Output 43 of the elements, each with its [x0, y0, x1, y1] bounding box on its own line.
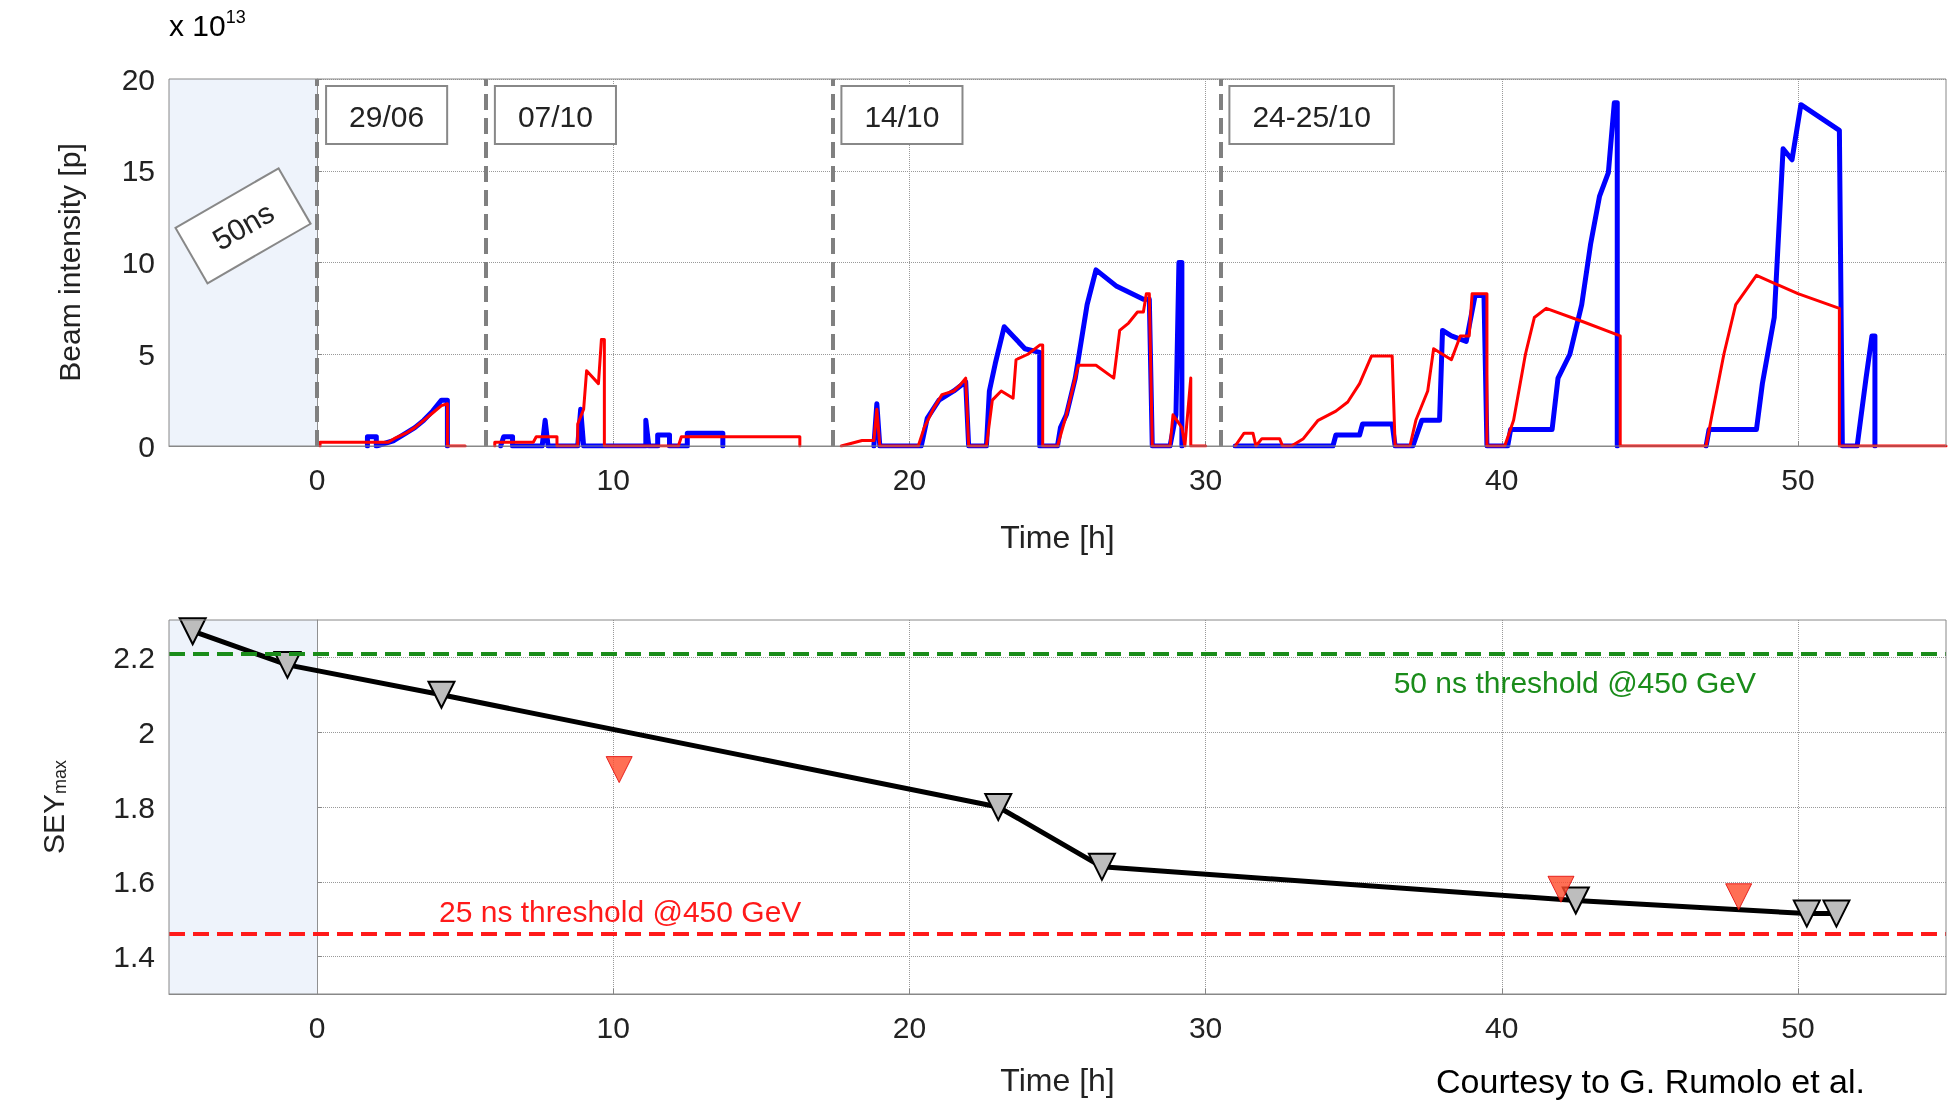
ref-line-label: 50 ns threshold @450 GeV	[1393, 666, 1756, 700]
annotation: 29/06	[349, 99, 425, 133]
point	[1822, 899, 1851, 928]
y-tick-label: 0	[138, 429, 155, 463]
y-tick-label: 20	[121, 62, 155, 96]
point	[1087, 852, 1116, 881]
y-tick-label: 2	[138, 715, 155, 749]
y-axis-title: SEYmax	[36, 759, 70, 855]
point	[1547, 875, 1575, 903]
annotation: 07/10	[517, 99, 593, 133]
y-tick-label: 1.8	[113, 790, 155, 824]
x-tick-label: 30	[1188, 462, 1223, 496]
y-tick-label: 1.4	[113, 940, 155, 974]
x-axis-title: Time [h]	[1000, 1062, 1115, 1098]
x-tick-label: 50	[1781, 1010, 1815, 1044]
text: Courtesy to G. Rumolo et al.	[1436, 1062, 1865, 1100]
y-tick-label: 2.2	[113, 640, 155, 674]
x-tick-label: 50	[1781, 462, 1815, 496]
y-tick-label: 15	[121, 154, 155, 188]
point	[427, 680, 456, 709]
y-tick-label: 1.6	[113, 865, 155, 899]
y-tick-label: 10	[121, 246, 155, 279]
x-tick-label: 20	[892, 1010, 927, 1044]
point	[1725, 883, 1753, 911]
annotation: 14/10	[864, 99, 940, 133]
band-label: 50ns	[206, 195, 280, 257]
point	[984, 793, 1013, 821]
point	[605, 756, 633, 784]
point	[1792, 899, 1821, 928]
annotation: 24-25/10	[1252, 99, 1371, 133]
point	[178, 617, 207, 646]
x-tick-label: 40	[1485, 462, 1519, 496]
x-tick-label: 0	[308, 1010, 326, 1044]
x-tick-label: 10	[596, 462, 630, 496]
x-tick-label: 30	[1188, 1010, 1223, 1044]
y-axis-title: Beam intensity [p]	[52, 143, 86, 382]
x-tick-label: 0	[308, 462, 326, 496]
x-tick-label: 10	[596, 1010, 630, 1044]
x-axis-title: Time [h]	[1000, 519, 1115, 555]
ref-line-label: 25 ns threshold @450 GeV	[439, 894, 802, 928]
y-tick-label: 5	[138, 337, 155, 371]
x-tick-label: 40	[1485, 1010, 1519, 1044]
x-tick-label: 20	[892, 462, 927, 496]
